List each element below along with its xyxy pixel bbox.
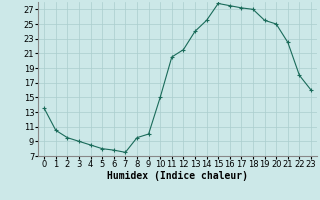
X-axis label: Humidex (Indice chaleur): Humidex (Indice chaleur) (107, 171, 248, 181)
